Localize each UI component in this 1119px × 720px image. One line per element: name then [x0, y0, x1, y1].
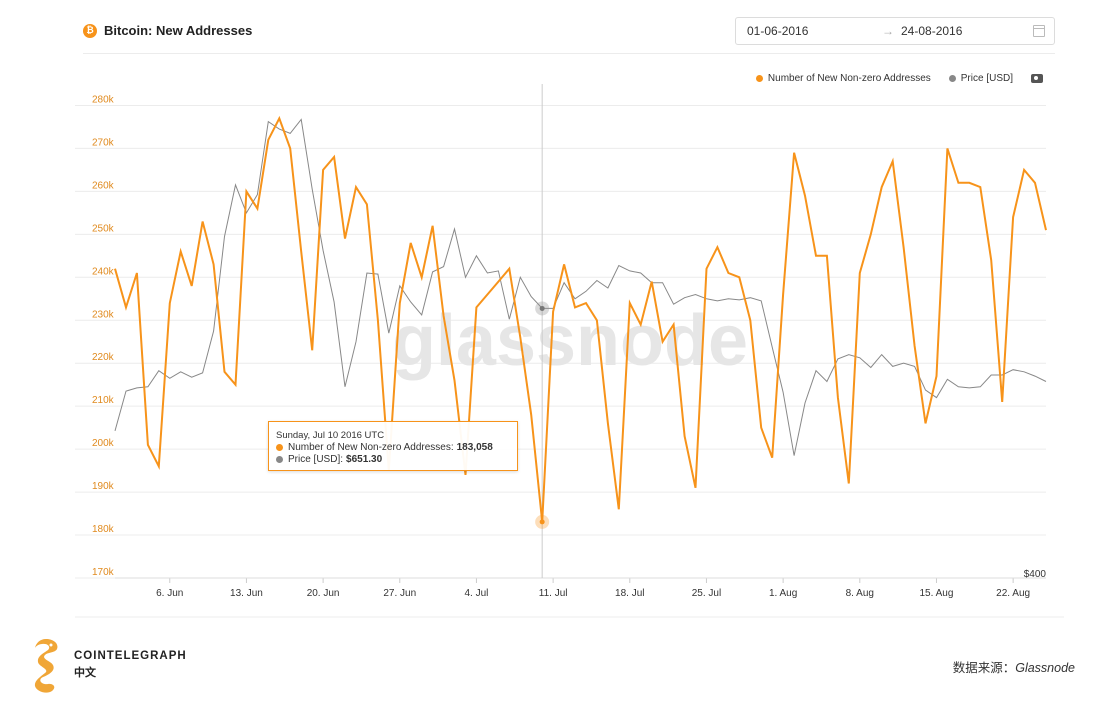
watermark: glassnode — [392, 301, 748, 381]
calendar-icon[interactable] — [1033, 25, 1045, 37]
price-series-line — [114, 118, 1047, 456]
tooltip-date: Sunday, Jul 10 2016 UTC — [276, 430, 385, 441]
y-tick-label: 170k — [92, 567, 115, 578]
cointelegraph-logo: COINTELEGRAPH 中文 — [26, 636, 187, 694]
arrow-right-icon: → — [882, 24, 894, 38]
y-tick-label: 250k — [92, 223, 115, 234]
legend-item-price[interactable]: Price [USD] — [948, 73, 1013, 84]
x-tick-label: 15. Aug — [920, 588, 954, 599]
chart-header: ₿ Bitcoin: New Addresses 01-06-2016 → 24… — [83, 17, 1055, 54]
tooltip-row-price: Price [USD]: $651.30 — [276, 454, 382, 465]
legend-label-price: Price [USD] — [960, 73, 1013, 84]
chart-tooltip: Sunday, Jul 10 2016 UTC Number of New No… — [268, 421, 518, 471]
y-tick-label: 190k — [92, 481, 115, 492]
y-tick-label: 210k — [92, 395, 115, 406]
y-tick-label: 270k — [92, 137, 115, 148]
tooltip-value-price: $651.30 — [346, 454, 383, 465]
x-tick-label: 25. Jul — [692, 588, 721, 599]
x-tick-label: 8. Aug — [846, 588, 874, 599]
x-tick-label: 11. Jul — [539, 588, 568, 599]
tooltip-dot-price — [276, 456, 283, 463]
x-tick-label: 20. Jun — [307, 588, 340, 599]
addresses-hover-marker — [539, 519, 545, 525]
data-source: 数据来源：Glassnode — [953, 657, 1075, 676]
x-tick-label: 18. Jul — [615, 588, 644, 599]
y-tick-label: 280k — [92, 94, 115, 105]
x-tick-label: 4. Jul — [464, 588, 488, 599]
y-axis-ticks: 170k 180k 190k 200k 210k 220k 230k 240k 250k 260k… — [92, 94, 115, 578]
tooltip-dot-addresses — [276, 444, 283, 451]
y-tick-label: 230k — [92, 309, 115, 320]
x-tick-label: 13. Jun — [230, 588, 263, 599]
chart-legend: Number of New Non-zero Addresses Price [… — [755, 73, 1043, 84]
title-group: ₿ Bitcoin: New Addresses — [83, 23, 252, 38]
tooltip-row-addresses: Number of New Non-zero Addresses: 183,05… — [276, 442, 493, 453]
camera-icon[interactable] — [1031, 74, 1043, 83]
brand-sub: 中文 — [74, 666, 96, 679]
x-tick-label: 27. Jun — [383, 588, 416, 599]
logo-text: COINTELEGRAPH 中文 — [74, 650, 187, 680]
y-tick-label: 180k — [92, 524, 115, 535]
x-tick-label: 22. Aug — [996, 588, 1030, 599]
right-axis-label: $400 — [1024, 569, 1047, 580]
date-end-input[interactable]: 24-08-2016 — [901, 24, 963, 38]
brand-name: COINTELEGRAPH — [74, 650, 187, 662]
dragon-logo-icon — [34, 639, 58, 693]
tooltip-label-addresses: Number of New Non-zero Addresses: — [288, 442, 454, 453]
x-axis-ticks: 6. Jun 13. Jun 20. Jun 27. Jun 4. Jul 11. Jul… — [156, 578, 1030, 599]
legend-dot-price — [948, 75, 956, 82]
tooltip-value-addresses: 183,058 — [456, 442, 493, 453]
addresses-series-line — [114, 115, 1047, 523]
legend-dot-addresses — [755, 75, 763, 82]
hover-markers — [535, 301, 550, 529]
y-tick-label: 240k — [92, 266, 115, 277]
x-tick-label: 6. Jun — [156, 588, 183, 599]
legend-item-addresses[interactable]: Number of New Non-zero Addresses — [755, 73, 931, 84]
legend-label-addresses: Number of New Non-zero Addresses — [767, 73, 931, 84]
date-start-input[interactable]: 01-06-2016 — [747, 24, 809, 38]
date-range-picker[interactable]: 01-06-2016 → 24-08-2016 — [735, 17, 1055, 45]
tooltip-label-price: Price [USD]: — [288, 454, 344, 465]
y-tick-label: 200k — [92, 438, 115, 449]
bitcoin-icon: ₿ — [83, 23, 97, 38]
price-hover-marker — [539, 305, 545, 311]
y-tick-label: 220k — [92, 352, 115, 363]
source-label: 数据来源： — [952, 660, 1016, 675]
source-name: Glassnode — [1015, 661, 1075, 675]
y-tick-label: 260k — [92, 180, 115, 191]
x-tick-label: 1. Aug — [769, 588, 797, 599]
chart-title: Bitcoin: New Addresses — [104, 23, 253, 38]
